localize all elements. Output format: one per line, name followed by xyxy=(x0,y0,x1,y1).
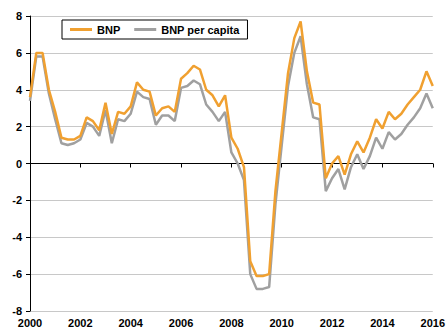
svg-text:2000: 2000 xyxy=(18,317,42,328)
svg-text:-6: -6 xyxy=(12,268,22,280)
svg-text:2014: 2014 xyxy=(370,317,395,328)
svg-text:-8: -8 xyxy=(12,305,22,317)
svg-text:2010: 2010 xyxy=(269,317,293,328)
svg-text:2008: 2008 xyxy=(219,317,243,328)
svg-text:BNP per capita: BNP per capita xyxy=(161,24,240,36)
svg-text:2016: 2016 xyxy=(421,317,445,328)
svg-text:8: 8 xyxy=(16,10,22,22)
svg-text:-4: -4 xyxy=(12,231,23,243)
svg-text:4: 4 xyxy=(16,84,23,96)
svg-text:2002: 2002 xyxy=(68,317,92,328)
svg-text:2006: 2006 xyxy=(169,317,193,328)
svg-text:BNP: BNP xyxy=(97,24,120,36)
svg-text:2004: 2004 xyxy=(118,317,143,328)
svg-text:2012: 2012 xyxy=(320,317,344,328)
svg-text:-2: -2 xyxy=(12,194,22,206)
svg-text:2: 2 xyxy=(16,121,22,133)
svg-text:0: 0 xyxy=(16,158,22,170)
svg-text:6: 6 xyxy=(16,47,22,59)
